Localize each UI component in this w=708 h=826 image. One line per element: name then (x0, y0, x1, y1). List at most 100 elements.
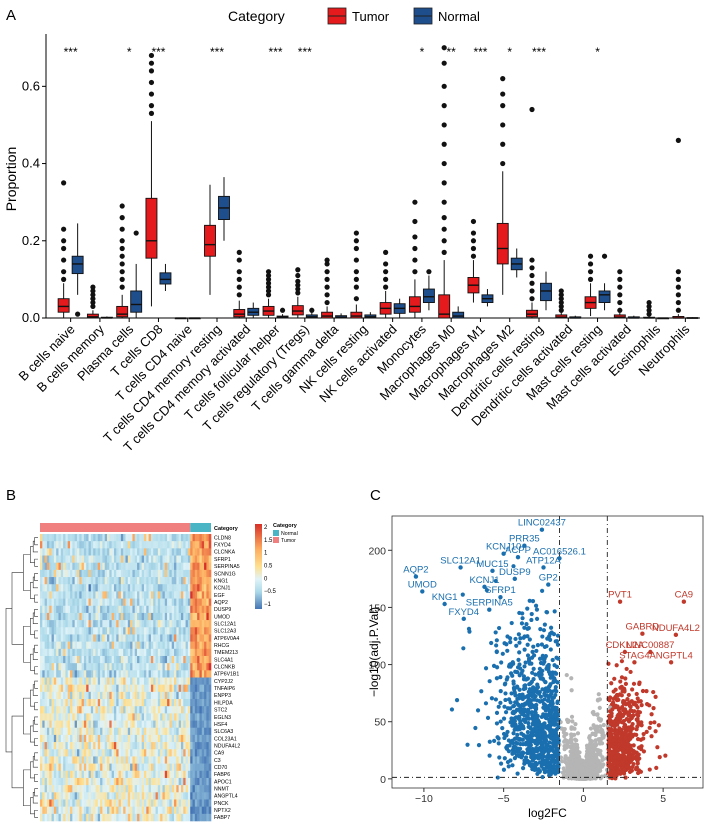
heatmap-cell (204, 813, 207, 822)
heatmap-cell (65, 670, 69, 678)
scatter-point (653, 729, 658, 734)
heatmap-cell (40, 591, 43, 599)
scatter-point (496, 625, 502, 631)
heatmap-cell (206, 742, 209, 750)
heatmap-cell (146, 577, 149, 585)
heatmap-cell (63, 584, 66, 592)
heatmap-cell (70, 634, 73, 642)
tumor-outlier (295, 267, 301, 273)
scatter-point (522, 664, 527, 669)
heatmap-cell (88, 598, 92, 607)
heatmap-cell (171, 742, 175, 750)
heatmap-cell (125, 799, 129, 807)
heatmap-cell (146, 770, 149, 779)
heatmap-cell (100, 562, 103, 571)
heatmap-cell (197, 677, 200, 685)
heatmap-cell (93, 806, 96, 815)
heatmap-cell (157, 792, 161, 800)
scatter-point (630, 687, 635, 692)
heatmap-cell (100, 742, 103, 750)
heatmap-cell (137, 548, 140, 556)
heatmap-cell (111, 677, 115, 685)
heatmap-cell (208, 806, 212, 815)
heatmap-cell (171, 534, 175, 542)
heatmap-cell (208, 555, 212, 563)
heatmap-cell (67, 548, 71, 556)
heatmap-cells (40, 534, 212, 822)
heatmap-cell (204, 598, 207, 607)
heatmap-cell (123, 591, 126, 599)
heatmap-cell (201, 555, 205, 563)
heatmap-cell (90, 720, 94, 729)
heatmap-cell (180, 785, 184, 793)
heatmap-cell (88, 541, 92, 549)
heatmap-cell (160, 577, 163, 585)
heatmap-cell (167, 713, 170, 721)
heatmap-cell (118, 663, 122, 671)
dendrogram-branch (34, 702, 38, 711)
heatmap-cell (74, 792, 78, 800)
heatmap-cell (157, 591, 161, 599)
heatmap-cell (79, 541, 82, 549)
heatmap-cell (44, 813, 48, 822)
tumor-outlier (441, 199, 447, 205)
heatmap-cell (100, 591, 103, 599)
heatmap-cell (137, 634, 140, 642)
heatmap-cell (74, 777, 78, 786)
heatmap-cell (74, 785, 78, 793)
heatmap-cell (169, 598, 173, 607)
heatmap-cell (104, 727, 108, 736)
heatmap-cell (146, 706, 149, 714)
heatmap-cell (120, 713, 124, 721)
heatmap-cell (123, 706, 126, 714)
tumor-outlier (441, 45, 447, 51)
scatter-point (569, 676, 574, 681)
tumor-outlier (383, 249, 389, 255)
tumor-outlier (675, 307, 681, 313)
heatmap-cell (153, 620, 156, 628)
heatmap-cell (65, 806, 69, 815)
heatmap-cell (67, 620, 71, 628)
heatmap-cell (44, 763, 48, 772)
heatmap-cell (180, 813, 184, 822)
heatmap-cell (67, 663, 71, 671)
heatmap-cell (137, 727, 140, 736)
tumor-outlier (90, 296, 96, 302)
significance-label: *** (151, 45, 165, 59)
heatmap-cell (146, 777, 149, 786)
heatmap-cell (95, 799, 99, 807)
heatmap-cell (150, 555, 154, 563)
heatmap-cell (187, 763, 191, 772)
heatmap-cell (194, 648, 198, 657)
heatmap-cell (46, 555, 50, 563)
heatmap-cell (167, 569, 170, 578)
heatmap-cell (63, 806, 66, 815)
heatmap-cell (153, 691, 156, 700)
heatmap-cell (72, 763, 75, 772)
heatmap-cell (86, 749, 89, 757)
tumor-outlier (353, 257, 359, 263)
heatmap-cell (79, 813, 82, 822)
heatmap-cell (127, 734, 131, 743)
heatmap-cell (197, 734, 200, 743)
heatmap-cell (113, 677, 117, 685)
heatmap-cell (164, 813, 168, 822)
heatmap-cell (178, 684, 182, 693)
heatmap-cell (208, 742, 212, 750)
tumor-outlier (470, 238, 477, 244)
heatmap-cell (143, 691, 147, 700)
heatmap-cell (178, 706, 182, 714)
heatmap-cell (185, 648, 189, 657)
heatmap-cell (137, 691, 140, 700)
heatmap-cell (174, 785, 177, 793)
heatmap-cell (70, 612, 73, 621)
heatmap-cell (72, 534, 75, 542)
heatmap-cell (79, 713, 82, 721)
heatmap-cell (60, 727, 64, 736)
tumor-outlier (383, 269, 389, 275)
heatmap-cell (153, 541, 156, 549)
heatmap-cell (86, 777, 89, 786)
heatmap-cell (167, 627, 170, 635)
heatmap-cell (46, 727, 50, 736)
heatmap-cell (46, 720, 50, 729)
